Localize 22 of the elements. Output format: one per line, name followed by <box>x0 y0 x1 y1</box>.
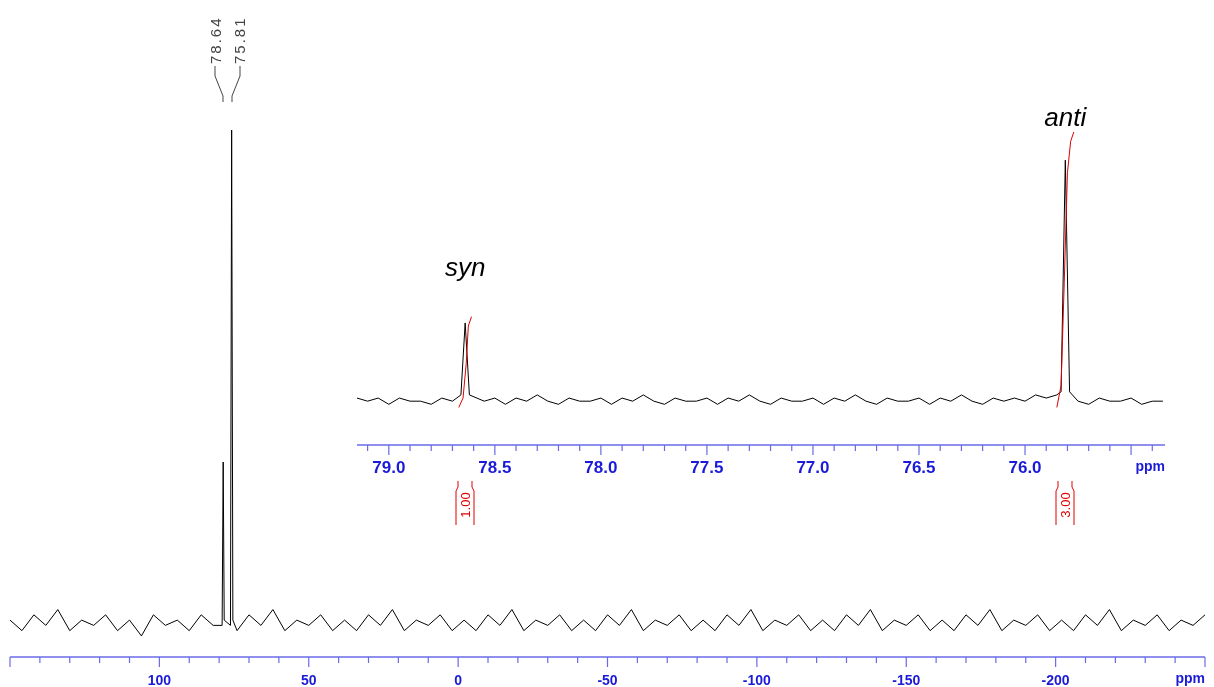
x-axis-title: ppm <box>1134 458 1165 474</box>
x-tick-label: 76.0 <box>1008 458 1042 477</box>
x-tick-label: 77.0 <box>796 458 830 477</box>
text: 78.64 <box>206 16 224 64</box>
x-tick-label: -200 <box>1041 672 1070 687</box>
x-axis-title: ppm <box>1174 670 1205 686</box>
annotation: 3.00 <box>1057 492 1073 518</box>
annotation: anti <box>1043 102 1088 132</box>
x-tick-label: 76.5 <box>902 458 936 477</box>
x-tick-label: 79.0 <box>372 458 406 477</box>
x-tick-label: 50 <box>300 672 317 687</box>
x-tick-label: -150 <box>892 672 921 687</box>
x-tick-label: 78.5 <box>478 458 512 477</box>
x-tick-label: 100 <box>147 672 172 687</box>
x-tick-label: 78.0 <box>584 458 618 477</box>
annotation: syn <box>443 251 487 282</box>
x-tick-label: -100 <box>742 672 772 687</box>
text: 75.81 <box>231 16 249 64</box>
x-tick-label: 77.5 <box>690 458 724 477</box>
x-tick-label: -50 <box>597 672 618 687</box>
annotation: 1.00 <box>457 492 473 518</box>
x-tick-label: 0 <box>454 672 463 687</box>
